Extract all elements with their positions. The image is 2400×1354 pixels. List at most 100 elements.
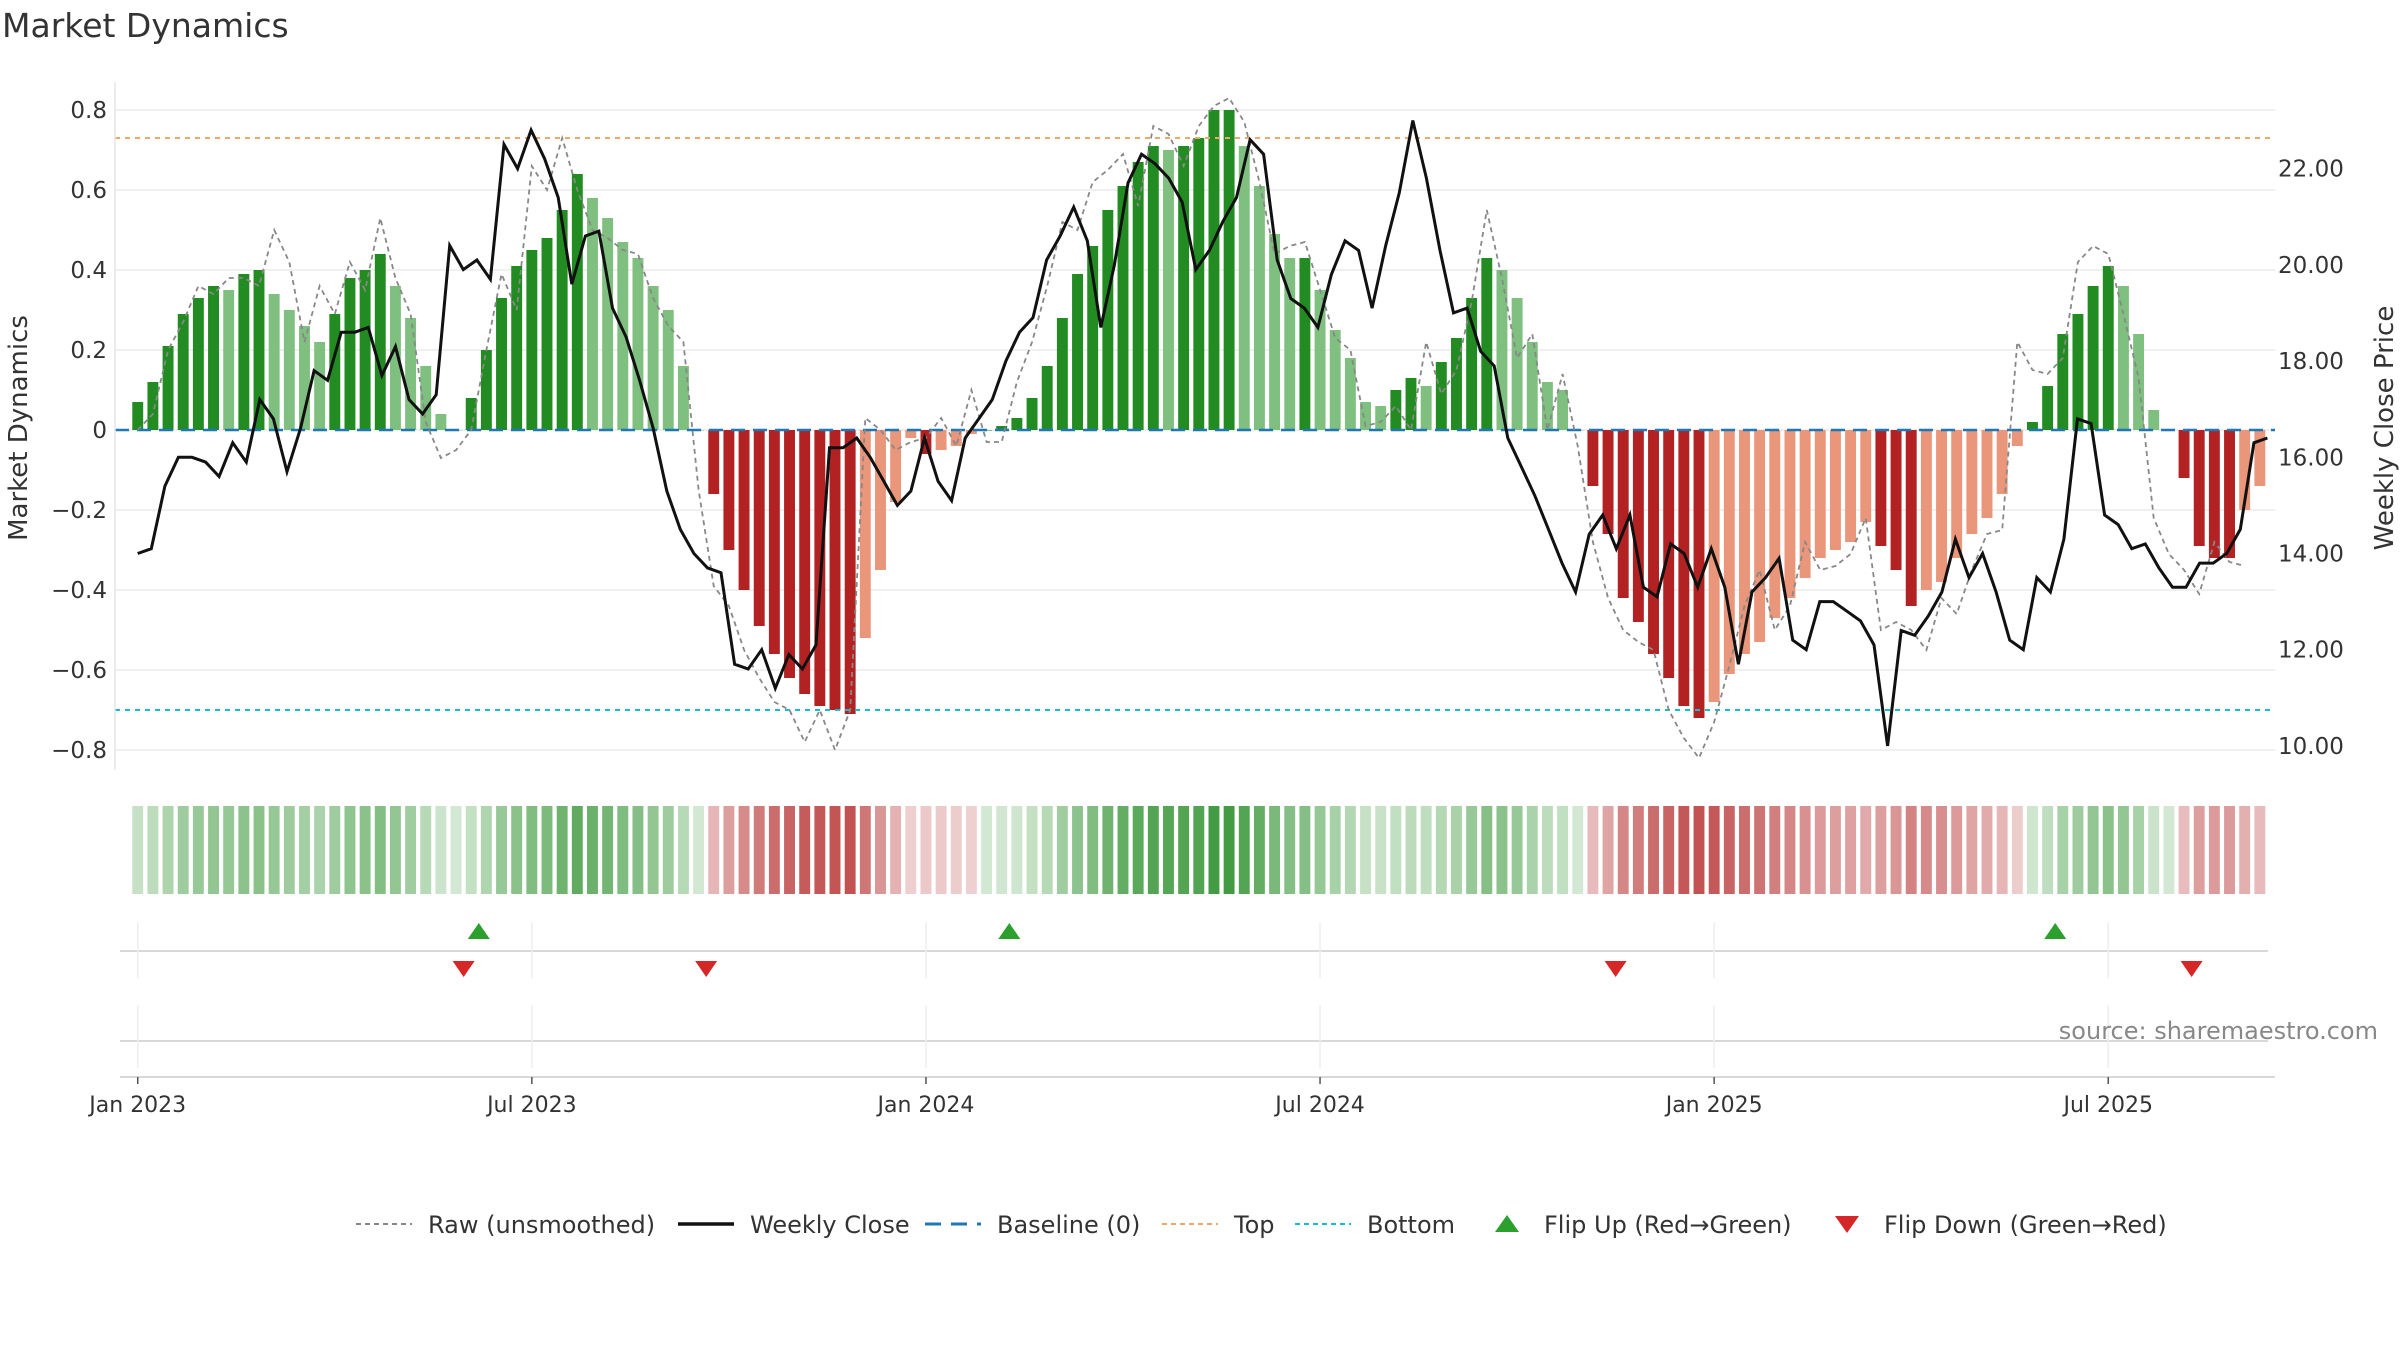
strip-cell [799, 806, 811, 894]
dynamics-bar [2057, 334, 2069, 430]
dynamics-bar [192, 298, 204, 430]
strip-cell [1678, 806, 1690, 894]
strip-cell [177, 806, 189, 894]
dynamics-bar [1299, 258, 1311, 430]
source-note: source: sharemaestro.com [2059, 1017, 2378, 1045]
dynamics-bar [2208, 430, 2220, 558]
dynamics-bar [147, 382, 159, 430]
dynamics-bar [1072, 274, 1083, 430]
dynamics-bar [662, 310, 674, 430]
x-tick-label: Jul 2025 [2061, 1093, 2153, 1118]
dynamics-bar [1329, 330, 1341, 430]
dynamics-bar [314, 342, 326, 430]
dynamics-bar [602, 218, 614, 430]
strip-cell [738, 806, 750, 894]
strip-cell [1238, 806, 1250, 894]
strip-cell [1951, 806, 1963, 894]
dynamics-bar [1041, 366, 1053, 430]
strip-cell [1405, 806, 1417, 894]
dynamics-bar [1845, 430, 1857, 542]
legend-label: Flip Down (Green→Red) [1884, 1211, 2167, 1239]
strip-cell [1708, 806, 1720, 894]
dynamics-bar [435, 414, 447, 430]
flip-down-marker [1604, 961, 1627, 977]
y-tick-label: −0.2 [51, 498, 107, 524]
strip-cell [1056, 806, 1068, 894]
strip-cell [1511, 806, 1523, 894]
strip-cell [496, 806, 507, 894]
strip-cell [1299, 806, 1311, 894]
dynamics-bar [1678, 430, 1690, 706]
dynamics-bar [2102, 266, 2114, 430]
dynamics-bar [208, 286, 219, 430]
strip-cell [2117, 806, 2129, 894]
dynamics-bar [1420, 386, 1432, 430]
dynamics-bar [1511, 298, 1523, 430]
strip-cell [541, 806, 553, 894]
strip-cell [1981, 806, 1993, 894]
dynamics-bar [1132, 162, 1144, 430]
weekly-close-line [137, 120, 2268, 747]
dynamics-bar [1163, 150, 1174, 430]
dynamics-bar [177, 314, 189, 430]
strip-cell [1011, 806, 1023, 894]
strip-cell [192, 806, 204, 894]
raw-line [137, 96, 2245, 760]
dynamics-bar [1981, 430, 1993, 518]
strip-cell [511, 806, 523, 894]
strip-cell [1557, 806, 1569, 894]
dynamics-bar [2254, 430, 2266, 486]
legend-label: Weekly Close [750, 1211, 910, 1239]
strip-cell [208, 806, 219, 894]
dynamics-bar [253, 270, 265, 430]
dynamics-bar [2027, 422, 2038, 430]
strip-cell [450, 806, 462, 894]
x-tick-label: Jul 2024 [1273, 1093, 1365, 1118]
strip-cell [1693, 806, 1705, 894]
dynamics-bar [465, 398, 477, 430]
dynamics-bar [1632, 430, 1644, 622]
strip-cell [723, 806, 735, 894]
flip-up-marker [2044, 923, 2067, 939]
dynamics-bar [1451, 338, 1462, 430]
strip-cell [844, 806, 856, 894]
y2-tick-label: 18.00 [2278, 349, 2344, 375]
dynamics-bar [950, 430, 962, 446]
strip-cell [314, 806, 326, 894]
dynamics-bar [359, 270, 371, 430]
strip-cell [1966, 806, 1978, 894]
strip-cell [1632, 806, 1644, 894]
dynamics-bar [1799, 430, 1811, 578]
strip-cell [2027, 806, 2038, 894]
strip-cell [1284, 806, 1296, 894]
strip-cell [2072, 806, 2084, 894]
strip-cell [1890, 806, 1902, 894]
legend: Raw (unsmoothed) Weekly Close Baseline (0)… [356, 1211, 2167, 1239]
strip-cell [344, 806, 356, 894]
strip-cell [1617, 806, 1629, 894]
strip-cell [147, 806, 159, 894]
dynamics-bar [2042, 386, 2054, 430]
strip-cell [1845, 806, 1857, 894]
dynamics-bar [299, 326, 310, 430]
dynamics-bar [1587, 430, 1599, 486]
strip-cell [693, 806, 705, 894]
strip-cell [784, 806, 795, 894]
x-tick-label: Jan 2025 [1664, 1093, 1763, 1118]
strip-cell [1784, 806, 1796, 894]
strip-cell [1723, 806, 1735, 894]
strip-cell [2087, 806, 2099, 894]
dynamics-bar [420, 366, 432, 430]
dynamics-bar [1481, 258, 1493, 430]
dynamics-bar [1026, 398, 1038, 430]
strip-cell [602, 806, 614, 894]
dynamics-bar [1435, 362, 1447, 430]
y2-axis-label: Weekly Close Price [2370, 306, 2400, 551]
dynamics-bar [632, 258, 644, 430]
dynamics-bar [571, 174, 583, 430]
dynamics-bar [1314, 290, 1326, 430]
strip-cell [268, 806, 280, 894]
dynamics-bar [283, 310, 295, 430]
strip-cell [2178, 806, 2190, 894]
